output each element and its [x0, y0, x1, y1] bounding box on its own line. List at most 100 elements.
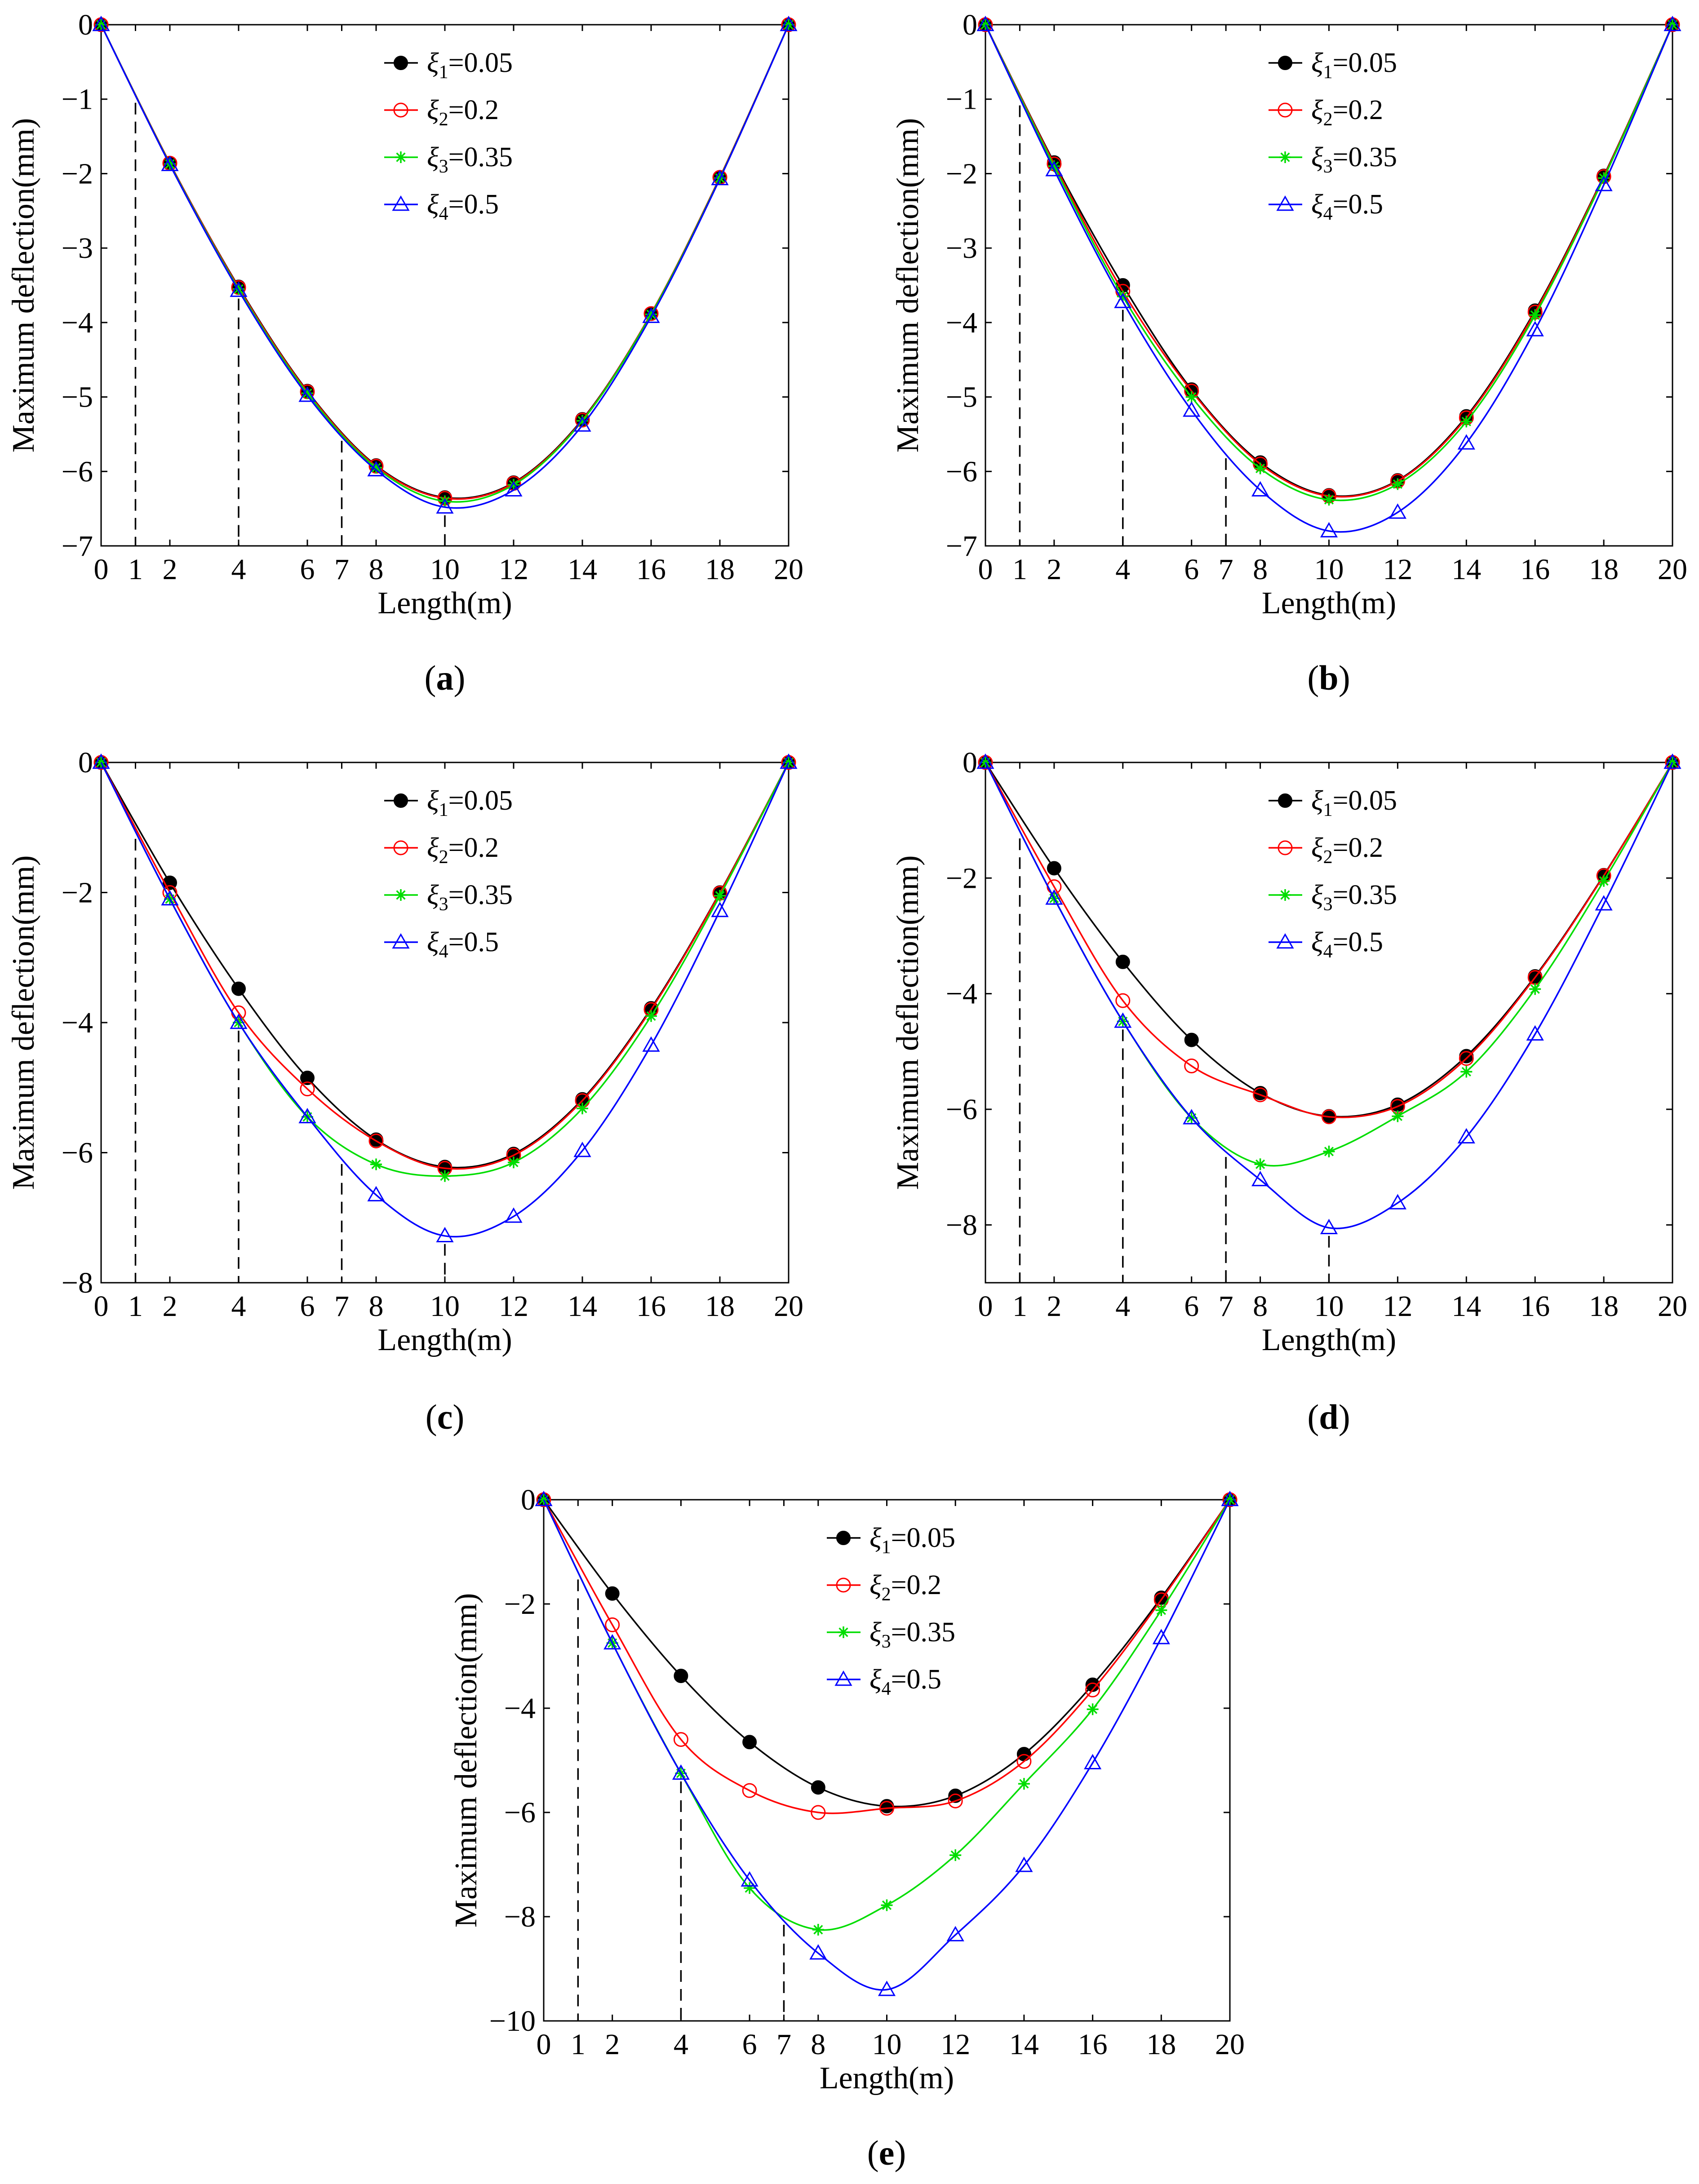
x-tick-label: 0	[537, 2028, 551, 2061]
data-point	[976, 753, 994, 769]
data-point	[535, 1490, 553, 1506]
data-point	[811, 1805, 826, 1820]
x-tick-label: 12	[940, 2028, 970, 2061]
x-tick-label: 6	[742, 2028, 757, 2061]
data-point	[370, 462, 382, 474]
legend-value: =0.35	[448, 142, 513, 173]
x-tick-label: 2	[605, 2028, 620, 2061]
data-point	[946, 1926, 964, 1941]
legend-marker	[1276, 195, 1294, 211]
legend-item: ξ2=0.2	[1269, 95, 1383, 130]
y-tick-label: −6	[62, 1137, 93, 1170]
series-4	[535, 1490, 1239, 1996]
data-point	[575, 412, 590, 428]
series-3	[538, 1494, 1236, 1936]
legend-item: ξ2=0.2	[1269, 833, 1383, 868]
data-point	[948, 1793, 963, 1808]
data-point	[1114, 1012, 1132, 1028]
legend-symbol: ξ	[869, 1523, 882, 1553]
panel-b: 0 1 2 4 6 7 8 10 12 14 16 18 200−1−2−3−4−5−6−7Length…	[891, 9, 1687, 697]
x-tick-label: 1	[1012, 1290, 1027, 1323]
data-point	[1526, 321, 1544, 337]
data-point	[1392, 1110, 1404, 1122]
data-point	[231, 981, 246, 996]
x-axis-label: Length(m)	[1262, 1323, 1396, 1357]
y-tick-label: −6	[504, 1796, 536, 1829]
data-point	[1320, 1218, 1338, 1235]
data-point	[1460, 1066, 1473, 1078]
y-tick-label: 0	[521, 1484, 536, 1516]
y-tick-label: −3	[946, 232, 977, 265]
series-line	[100, 24, 790, 499]
x-tick-label: 12	[1383, 553, 1412, 586]
y-tick-label: −3	[62, 232, 93, 265]
data-point	[1595, 895, 1613, 911]
series-3	[95, 19, 794, 507]
legend-subscript: 2	[439, 109, 448, 130]
legend-item: ξ3=0.35	[827, 1617, 955, 1652]
data-point	[300, 1081, 315, 1097]
data-point	[577, 415, 588, 427]
data-point	[605, 1586, 620, 1601]
legend-symbol: ξ	[427, 48, 439, 78]
x-tick-label: 0	[978, 553, 993, 586]
data-point	[1085, 1682, 1100, 1697]
legend-item: ξ4=0.5	[384, 189, 499, 224]
legend-label: ξ2=0.2	[1311, 95, 1383, 130]
data-point	[1115, 993, 1131, 1008]
y-tick-label: −1	[946, 83, 977, 116]
x-tick-label: 7	[334, 553, 349, 586]
y-tick-label: −6	[62, 455, 93, 488]
panel-a: 0 1 2 4 6 7 8 10 12 14 16 18 200−1−2−3−4−5−6−7Length…	[6, 9, 803, 697]
legend-item: ξ3=0.35	[1269, 880, 1397, 915]
x-tick-label: 20	[1658, 553, 1687, 586]
legend-symbol: ξ	[427, 142, 439, 173]
x-tick-label: 18	[705, 1290, 735, 1323]
data-point	[1457, 434, 1475, 450]
series-line	[100, 24, 790, 509]
caption-close-paren: )	[894, 2133, 906, 2172]
data-point	[878, 1980, 896, 1996]
panel-e: 0 1 2 4 6 7 8 10 12 14 16 18 200−2−4−6−8−10Length(m)…	[449, 1484, 1245, 2172]
y-tick-label: −4	[62, 306, 93, 339]
caption-close-paren: )	[452, 1397, 464, 1436]
data-point	[436, 1227, 454, 1243]
caption-open-paren: (	[426, 1397, 437, 1436]
x-tick-label: 1	[128, 1290, 143, 1323]
x-tick-label: 14	[1451, 1290, 1481, 1323]
legend-marker	[1276, 933, 1294, 949]
data-point	[439, 495, 451, 507]
caption-open-paren: (	[1307, 1397, 1319, 1436]
data-point	[1087, 1703, 1099, 1715]
x-tick-label: 16	[1520, 1290, 1550, 1323]
legend-marker	[838, 1626, 849, 1638]
data-point	[368, 1133, 384, 1148]
data-point	[1388, 503, 1406, 519]
data-point	[577, 1103, 588, 1115]
x-tick-label: 0	[978, 1290, 993, 1323]
legend-label: ξ3=0.35	[1311, 142, 1397, 177]
legend-marker	[392, 195, 410, 211]
x-tick-label: 7	[776, 2028, 791, 2061]
legend-marker	[1278, 102, 1293, 118]
data-point	[643, 306, 659, 321]
data-point	[1183, 401, 1201, 417]
x-tick-label: 20	[1658, 1290, 1687, 1323]
legend-label: ξ4=0.5	[1311, 189, 1383, 224]
legend-value: =0.2	[448, 95, 499, 125]
data-point	[161, 155, 179, 171]
data-point	[1015, 1856, 1033, 1872]
x-tick-label: 6	[300, 1290, 315, 1323]
series-line	[985, 762, 1673, 1167]
series-2	[978, 17, 1680, 504]
legend-marker	[836, 1577, 851, 1593]
x-tick-label: 18	[1146, 2028, 1176, 2061]
data-point	[780, 15, 798, 31]
legend-symbol: ξ	[1311, 880, 1323, 910]
data-point	[505, 481, 523, 496]
plot-frame	[100, 762, 790, 1284]
legend-label: ξ4=0.5	[427, 189, 499, 224]
y-tick-label: 0	[78, 746, 93, 779]
data-point	[1045, 889, 1063, 905]
